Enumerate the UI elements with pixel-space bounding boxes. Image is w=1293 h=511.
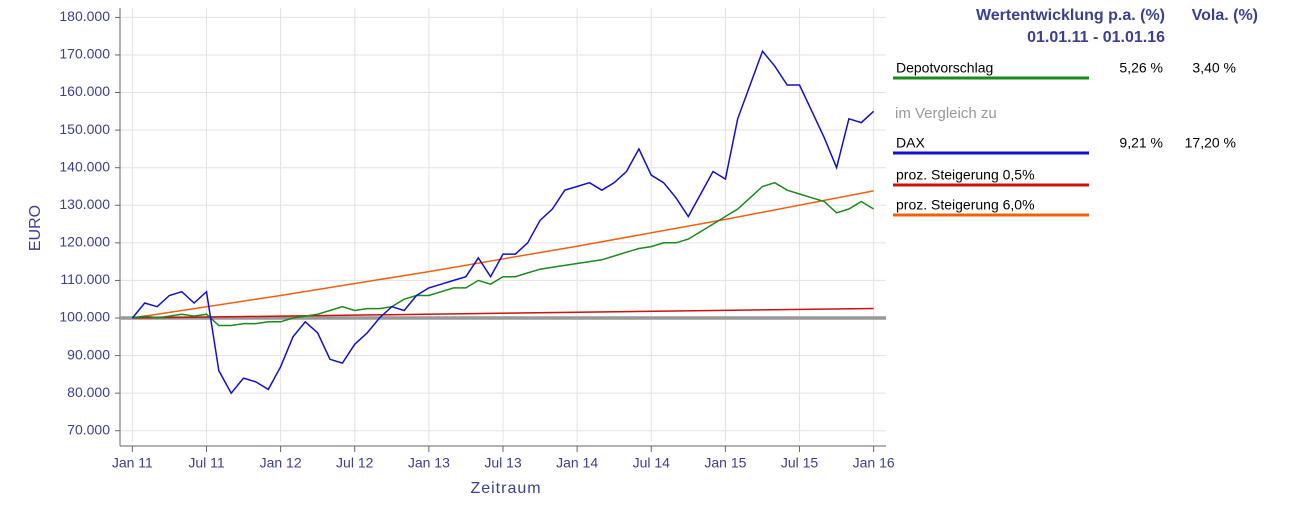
y-tick-label: 150.000 xyxy=(59,121,110,137)
legend-header-return: Wertentwicklung p.a. (%) xyxy=(976,7,1165,24)
x-tick-label: Jan 12 xyxy=(260,455,302,471)
series-line xyxy=(132,307,874,319)
x-tick-label: Jan 15 xyxy=(704,455,746,471)
x-tick-label: Jul 11 xyxy=(188,455,225,471)
legend-label: proz. Steigerung 6,0% xyxy=(896,197,1035,213)
legend-label: proz. Steigerung 0,5% xyxy=(896,167,1035,183)
legend-vola: 3,40 % xyxy=(1192,60,1236,76)
y-tick-label: 90.000 xyxy=(67,346,110,362)
x-tick-label: Jan 11 xyxy=(112,455,153,471)
legend-return: 5,26 % xyxy=(1119,60,1163,76)
x-tick-label: Jul 12 xyxy=(336,455,374,471)
legend-period: 01.01.11 - 01.01.16 xyxy=(1027,29,1165,46)
y-tick-label: 130.000 xyxy=(59,196,110,212)
y-tick-label: 120.000 xyxy=(59,234,110,250)
y-axis-label: EURO xyxy=(27,205,44,251)
y-tick-label: 140.000 xyxy=(59,158,110,174)
legend-return: 9,21 % xyxy=(1119,135,1163,151)
legend-header-vola: Vola. (%) xyxy=(1192,7,1258,24)
x-axis-label: Zeitraum xyxy=(470,480,541,497)
series-line xyxy=(132,190,874,319)
legend-vola: 17,20 % xyxy=(1185,135,1236,151)
x-tick-label: Jan 16 xyxy=(853,455,895,471)
y-tick-label: 100.000 xyxy=(59,309,110,325)
x-tick-label: Jul 13 xyxy=(484,455,522,471)
x-tick-label: Jul 15 xyxy=(781,455,819,471)
y-tick-label: 170.000 xyxy=(59,46,110,62)
x-tick-label: Jul 14 xyxy=(633,455,671,471)
x-tick-label: Jan 14 xyxy=(556,455,598,471)
y-tick-label: 180.000 xyxy=(59,8,110,24)
x-tick-label: Jan 13 xyxy=(408,455,450,471)
y-tick-label: 80.000 xyxy=(67,384,110,400)
y-tick-label: 70.000 xyxy=(67,421,110,437)
series-line xyxy=(131,49,875,395)
y-tick-label: 110.000 xyxy=(60,271,110,287)
y-tick-label: 160.000 xyxy=(59,83,110,99)
legend-label: DAX xyxy=(896,135,925,151)
legend-label: Depotvorschlag xyxy=(896,60,993,76)
legend-compare: im Vergleich zu xyxy=(895,105,997,122)
series-line xyxy=(132,181,874,327)
